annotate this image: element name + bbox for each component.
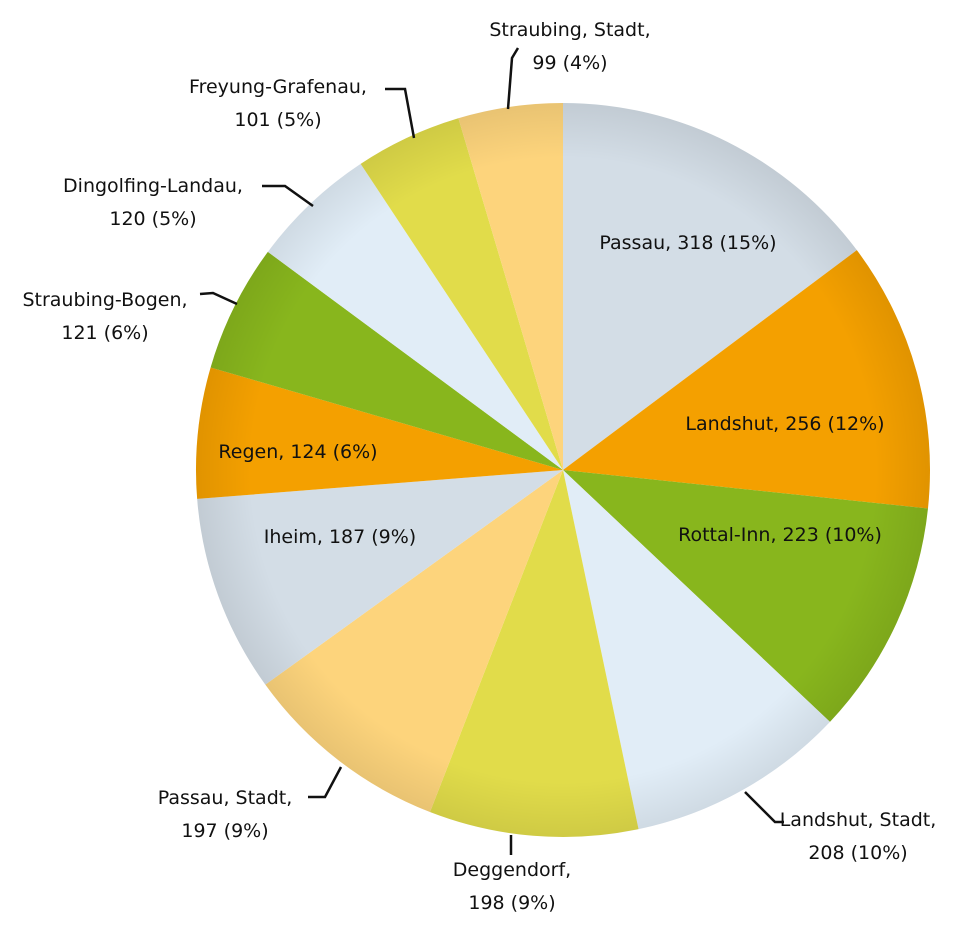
leader-line bbox=[744, 791, 784, 824]
data-label: Iheim, 187 (9%) bbox=[264, 526, 416, 548]
data-label: Landshut, 256 (12%) bbox=[685, 413, 884, 435]
leader-line bbox=[385, 87, 416, 139]
data-label: Dingolfing-Landau, 120 (5%) bbox=[63, 175, 243, 230]
leader-line bbox=[308, 766, 343, 799]
data-label: Rottal-Inn, 223 (10%) bbox=[678, 524, 882, 546]
data-label: Straubing-Bogen, 121 (6%) bbox=[22, 289, 187, 344]
data-label: Passau, Stadt, 197 (9%) bbox=[158, 787, 293, 842]
data-label: Landshut, Stadt, 208 (10%) bbox=[780, 809, 937, 864]
data-label: Regen, 124 (6%) bbox=[218, 441, 377, 463]
data-label: Passau, 318 (15%) bbox=[599, 232, 776, 254]
data-label: Deggendorf, 198 (9%) bbox=[453, 859, 571, 914]
leader-line bbox=[199, 291, 238, 306]
data-label: Freyung-Grafenau, 101 (5%) bbox=[189, 76, 367, 131]
leader-line bbox=[506, 47, 520, 110]
data-label: Straubing, Stadt, 99 (4%) bbox=[489, 19, 650, 74]
leader-line bbox=[262, 184, 314, 208]
